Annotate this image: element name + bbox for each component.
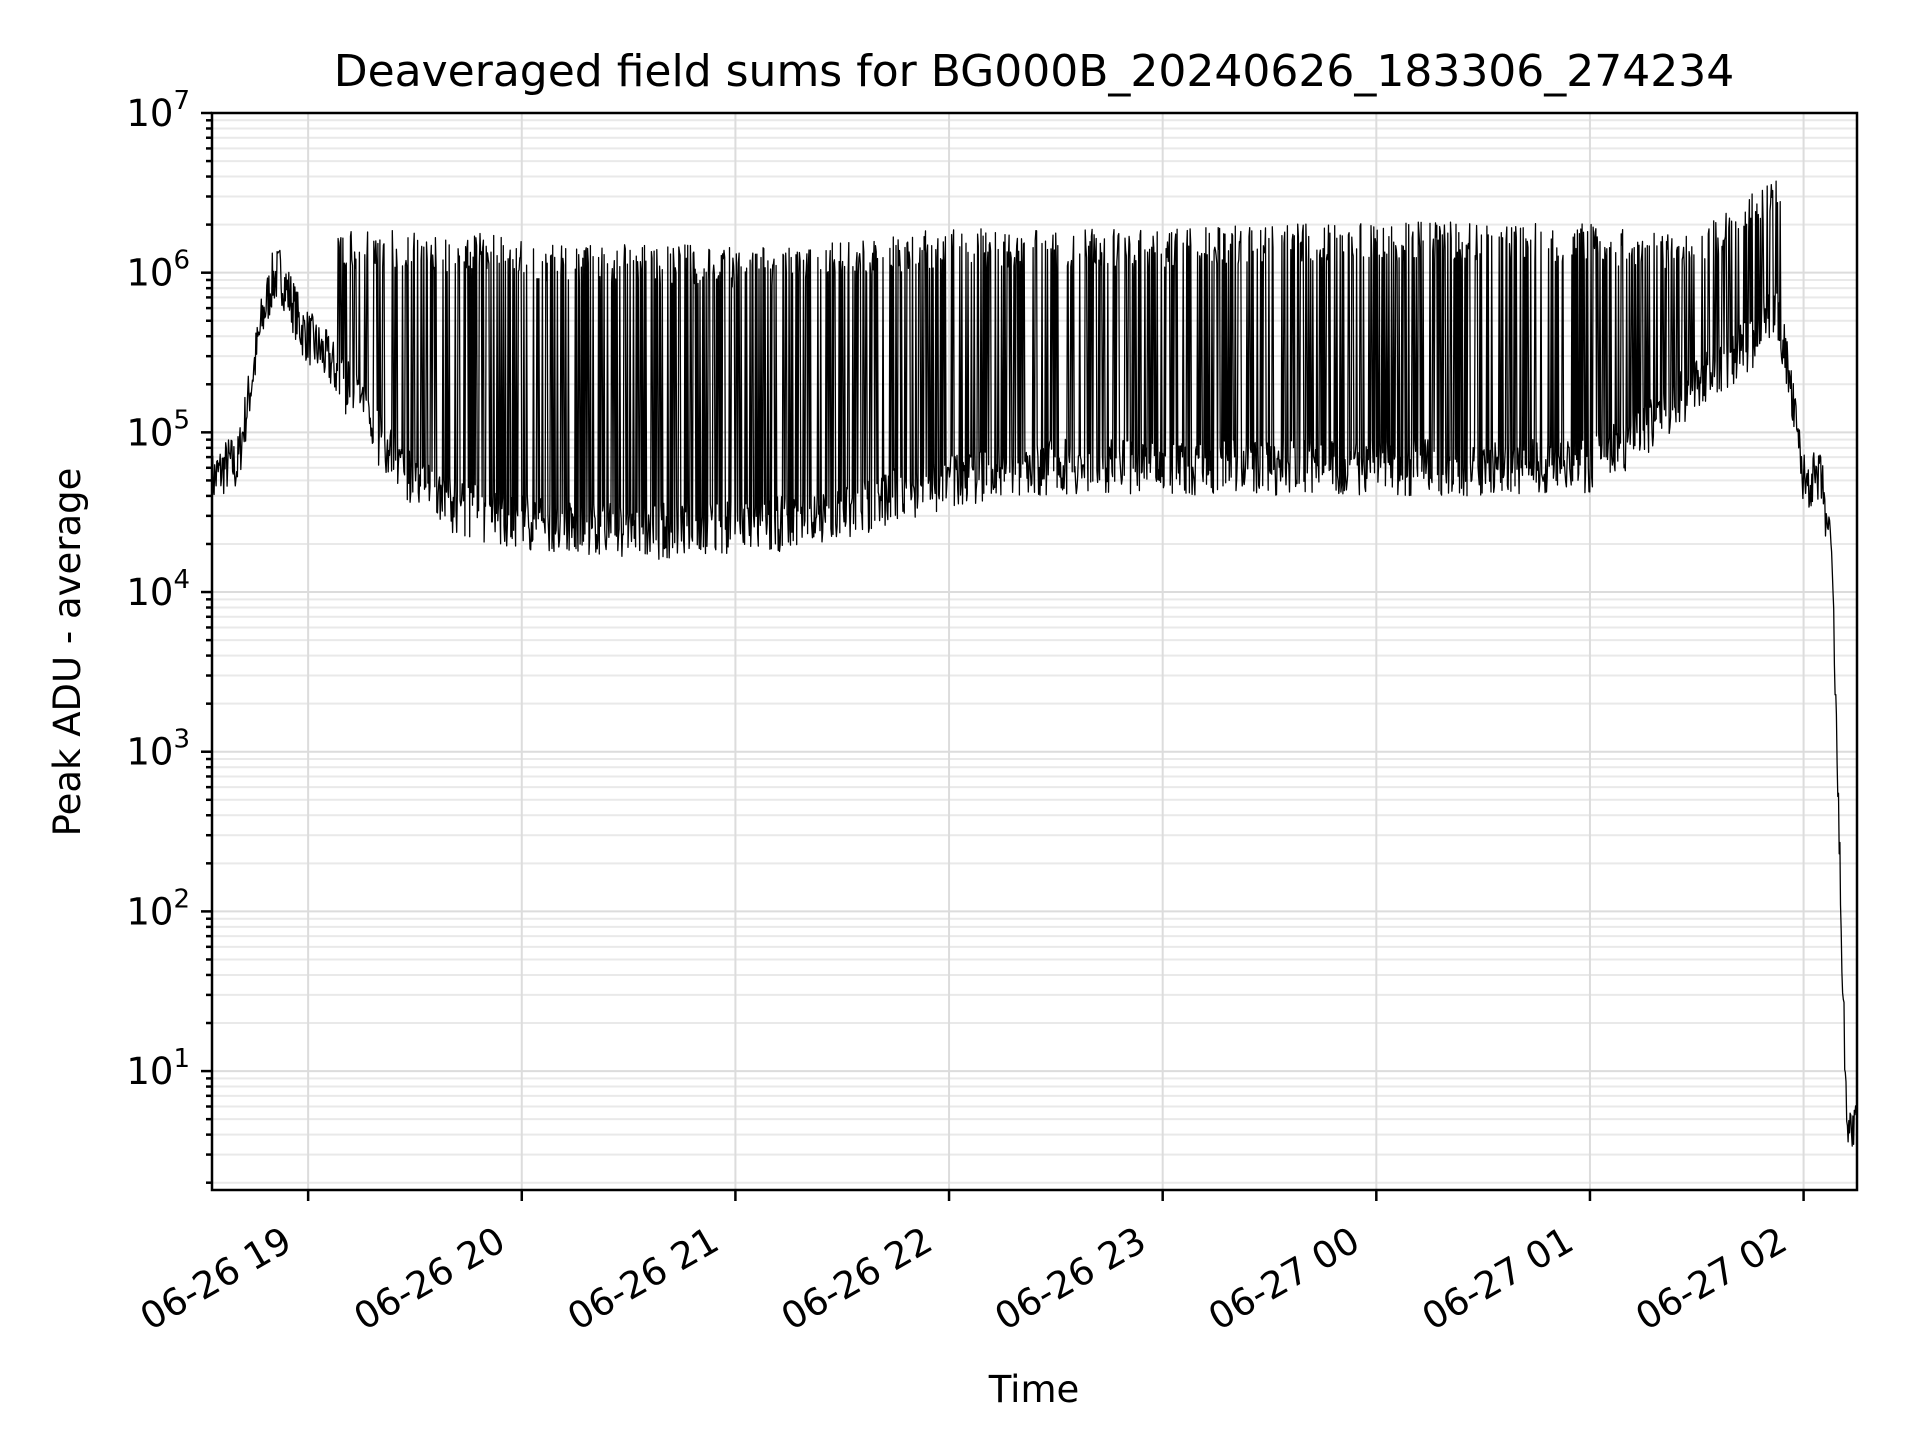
y-tick-label: 105 (126, 405, 190, 454)
y-tick-label: 103 (126, 725, 190, 774)
y-tick-label: 102 (126, 884, 190, 933)
series-line (211, 180, 1858, 1147)
y-tick-label: 101 (126, 1044, 190, 1093)
data-layer (211, 180, 1858, 1147)
plot-frame (210, 111, 1859, 1192)
y-axis-label: Peak ADU - average (46, 468, 89, 837)
y-tick-label: 104 (126, 565, 190, 614)
chart-title: Deaveraged field sums for BG000B_2024062… (334, 46, 1735, 97)
y-tick-label: 107 (126, 86, 190, 135)
y-tick-label: 106 (126, 246, 190, 295)
x-axis-label: Time (988, 1368, 1080, 1411)
